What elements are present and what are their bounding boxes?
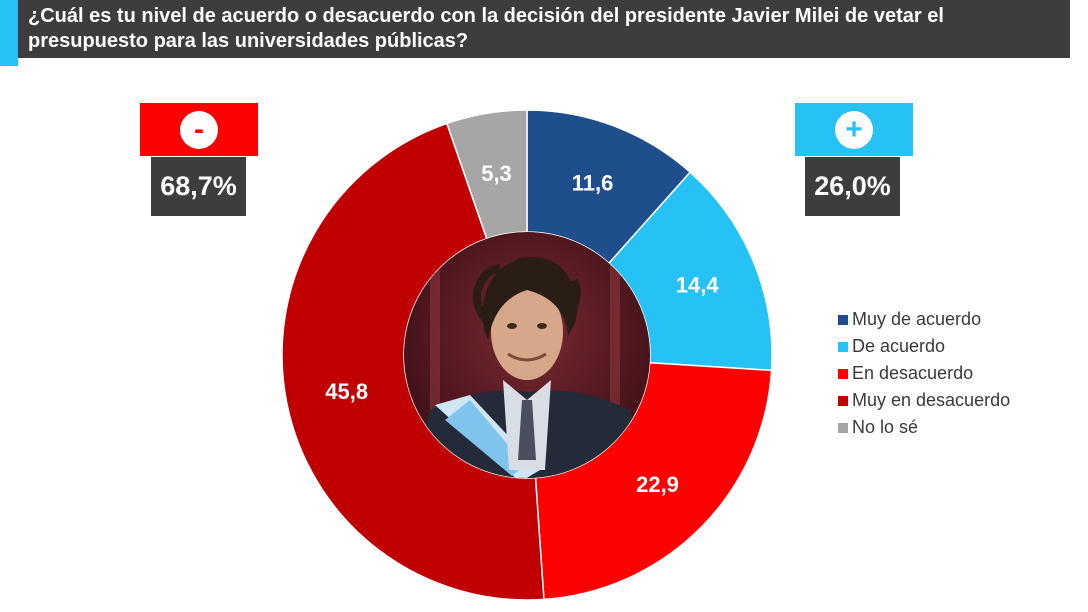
slice-no-lo-se	[445, 109, 528, 240]
positive-total: 26,0%	[805, 157, 900, 216]
legend-swatch	[838, 395, 848, 406]
plus-icon: +	[835, 110, 873, 149]
legend-item: En desacuerdo	[838, 360, 1010, 387]
minus-icon: -	[180, 110, 218, 149]
center-portrait-photo	[404, 232, 650, 478]
data-label-en-desacuerdo: 22,9	[636, 472, 679, 497]
data-labels: 11,6 14,4 22,9 45,8 5,3	[325, 161, 719, 497]
title-accent-bar	[0, 0, 18, 66]
legend-item: No lo sé	[838, 414, 1010, 441]
data-label-no-lo-se: 5,3	[481, 161, 512, 186]
positive-total-value: 26,0%	[814, 171, 891, 201]
legend-item: De acuerdo	[838, 333, 1010, 360]
legend-item: Muy de acuerdo	[838, 306, 1010, 333]
negative-total-value: 68,7%	[160, 171, 237, 201]
legend-swatch	[838, 368, 848, 379]
data-label-muy-en-desacuerdo: 45,8	[325, 379, 368, 404]
legend: Muy de acuerdo De acuerdo En desacuerdo …	[838, 306, 1010, 441]
title-bar: ¿Cuál es tu nivel de acuerdo o desacuerd…	[18, 0, 1070, 58]
legend-swatch	[838, 422, 848, 433]
legend-swatch	[838, 341, 848, 352]
legend-label: De acuerdo	[852, 336, 946, 356]
negative-badge: -	[140, 103, 258, 156]
data-label-de-acuerdo: 14,4	[676, 273, 720, 298]
legend-label: No lo sé	[852, 417, 919, 437]
legend-swatch	[838, 314, 848, 325]
minus-symbol: -	[194, 112, 204, 146]
data-label-muy-de-acuerdo: 11,6	[572, 171, 614, 196]
negative-total: 68,7%	[151, 157, 246, 216]
plus-symbol: +	[845, 112, 863, 146]
legend-label: Muy de acuerdo	[852, 309, 982, 329]
legend-label: Muy en desacuerdo	[852, 390, 1011, 410]
legend-item: Muy en desacuerdo	[838, 387, 1010, 414]
legend-label: En desacuerdo	[852, 363, 974, 383]
chart-title: ¿Cuál es tu nivel de acuerdo o desacuerd…	[28, 5, 944, 52]
positive-badge: +	[795, 103, 913, 156]
